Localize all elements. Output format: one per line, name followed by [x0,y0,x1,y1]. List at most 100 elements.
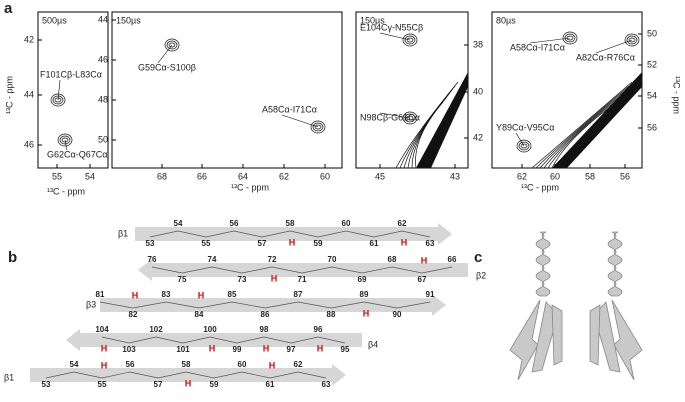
residue-number: 61 [266,380,275,389]
contour [539,89,627,169]
hydrogen-label: H [289,237,296,247]
x-tick-label: 45 [375,171,385,181]
strand-name: β2 [476,270,486,280]
hydrogen-label: H [317,343,324,353]
contour [61,137,69,143]
panel-label: a [4,0,13,17]
x-tick-label: 62 [517,171,527,181]
peak-label: A58Cα-I71Cα [262,104,317,114]
hydrogen-label: H [101,360,108,370]
leader [57,79,61,101]
y-tick-label: 42 [24,34,34,44]
y-tick-label: 54 [647,90,657,100]
peak-label: F101Cβ-L83Cα [40,69,102,79]
strand-arrow [66,329,362,351]
strand-arrow [100,294,446,316]
residue-number: 67 [418,275,427,284]
y-tick-label: 44 [98,14,108,24]
hydrogen-label: H [209,343,216,353]
contour [166,40,178,50]
peak-label: A82Cα-R76Cα [576,52,635,62]
y-tick-label: 46 [24,139,34,149]
contour [406,37,414,43]
peak-label: G62Cα-Q67Cα [47,149,107,159]
x-tick-label: 60 [550,171,560,181]
residue-number: 85 [228,290,237,299]
x-tick-label: 68 [157,171,167,181]
residue-number: 74 [208,255,217,264]
leader [281,114,319,128]
x-tick-label: 60 [320,171,330,181]
residue-number: 95 [341,345,350,354]
contour [531,81,633,169]
residue-number: 56 [126,360,135,369]
contour [628,37,636,43]
leader [515,132,525,147]
residue-number: 101 [176,345,190,354]
contour [312,122,324,132]
leader [595,39,633,54]
residue-number: 89 [360,290,369,299]
residue-number: 54 [70,360,79,369]
residue-number: 91 [426,290,435,299]
contour [520,143,528,149]
contour [547,97,621,169]
residue-number: 75 [178,275,187,284]
residue-number: 61 [370,239,379,248]
contour [406,115,414,121]
contour [57,133,73,147]
contour [416,72,468,168]
residue-number: 69 [358,275,367,284]
contour [543,93,624,169]
residue-number: 60 [342,219,351,228]
mixing-time: 150µs [360,15,385,25]
residue-number: 62 [398,219,407,228]
residue-number: 58 [286,219,295,228]
x-tick-label: 62 [279,171,289,181]
residue-number: 73 [238,275,247,284]
spectrum-frame [37,11,109,169]
backbone [149,230,431,238]
residue-number: 63 [322,380,331,389]
residue-number: 62 [294,360,303,369]
residue-number: 53 [146,239,155,248]
peak-label: Y89Cα-V95Cα [496,122,554,132]
contour [552,72,642,168]
hydrogen-label: H [185,378,192,388]
backbone [45,371,327,379]
hydrogen-label: H [269,360,276,370]
residue-number: 66 [448,255,457,264]
residue-number: 59 [314,239,323,248]
backbone [99,301,431,309]
leader [157,44,173,64]
peak-label: N98Cβ-G61Cα [360,112,420,122]
residue-number: 103 [122,345,136,354]
residue-number: 53 [42,380,51,389]
x-axis-label: ¹³C - ppm [47,186,85,196]
x-tick-label: 43 [450,171,460,181]
contour [402,111,418,125]
residue-number: 55 [98,380,107,389]
contour [516,139,532,153]
residue-number: 63 [426,239,435,248]
residue-number: 76 [148,255,157,264]
backbone [101,336,346,344]
x-tick-label: 54 [85,171,95,181]
y-tick-label: 56 [647,122,657,132]
hydrogen-label: H [271,273,278,283]
x-axis-label: ¹³C - ppm [521,182,559,192]
strand-name: β1 [4,372,14,382]
strand-arrow [138,259,468,281]
residue-number: 72 [268,255,277,264]
residue-number: 99 [233,345,242,354]
x-axis-label: ¹³C - ppm [231,182,269,192]
contour [164,38,180,52]
protein-structure [509,231,643,381]
leader [379,32,411,41]
hydrogen-label: H [101,343,108,353]
strand-name: β3 [86,299,96,309]
x-tick-label: 55 [52,171,62,181]
residue-number: 71 [298,275,307,284]
y-axis-label: ¹³C - ppm [672,76,682,114]
